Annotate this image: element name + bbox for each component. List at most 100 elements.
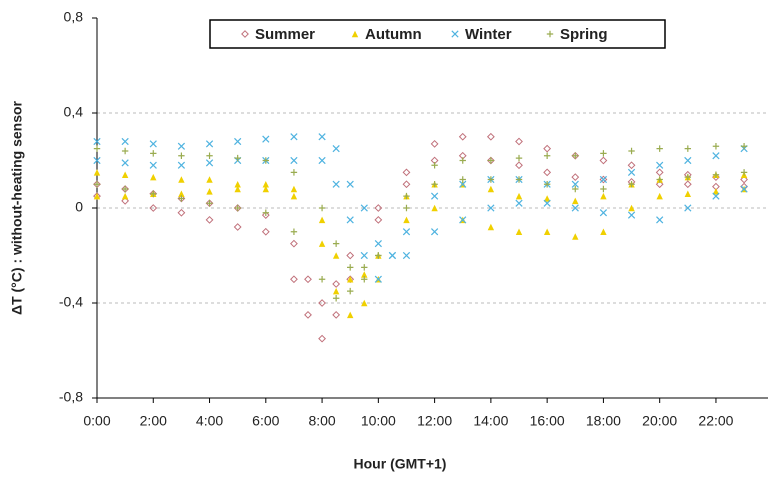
- legend-label: Autumn: [365, 26, 422, 43]
- point: [388, 251, 397, 260]
- point: [515, 161, 523, 170]
- point: [262, 157, 270, 164]
- point: [515, 199, 523, 207]
- x-tick-label: 14:00: [473, 413, 508, 429]
- point: [430, 192, 439, 200]
- point: [431, 204, 438, 212]
- point: [121, 147, 129, 155]
- point: [656, 192, 663, 200]
- point: [318, 276, 326, 283]
- point: [543, 181, 551, 188]
- x-tick-label: 16:00: [530, 413, 565, 429]
- point: [121, 192, 129, 200]
- point: [332, 252, 340, 259]
- point: [93, 145, 101, 152]
- point: [403, 192, 410, 200]
- x-tick-label: 22:00: [698, 413, 733, 429]
- point: [374, 275, 382, 283]
- point: [656, 216, 664, 224]
- point: [150, 150, 157, 157]
- point: [304, 275, 312, 284]
- point: [121, 159, 129, 167]
- legend-label: Winter: [465, 26, 512, 43]
- point: [361, 264, 368, 271]
- point: [206, 188, 213, 195]
- point: [206, 152, 213, 159]
- y-tick-label: -0,4: [59, 294, 83, 310]
- x-tick-label: 18:00: [586, 413, 621, 429]
- point: [684, 156, 692, 165]
- point: [290, 228, 298, 235]
- x-tick-label: 6:00: [252, 413, 279, 429]
- point: [347, 276, 354, 283]
- point: [178, 152, 185, 159]
- point: [403, 204, 410, 212]
- point: [290, 275, 298, 284]
- point: [543, 195, 551, 202]
- point: [515, 154, 523, 162]
- point: [487, 204, 495, 212]
- y-axis-title: ΔT (°C) : without-heating sensor: [9, 100, 25, 315]
- point: [572, 233, 579, 240]
- point: [543, 144, 552, 153]
- point: [234, 185, 241, 193]
- point: [375, 252, 382, 259]
- point: [93, 169, 101, 176]
- point: [459, 180, 467, 188]
- point: [571, 204, 579, 212]
- legend-label: Summer: [255, 26, 315, 43]
- x-tick-label: 10:00: [361, 413, 396, 429]
- point: [402, 168, 411, 177]
- point: [304, 310, 312, 319]
- point: [361, 276, 368, 283]
- point: [600, 192, 607, 200]
- legend-box: [209, 19, 666, 49]
- point: [318, 240, 326, 247]
- point: [290, 133, 298, 141]
- x-tick-label: 12:00: [417, 413, 452, 429]
- point: [262, 185, 270, 193]
- point: [206, 176, 213, 183]
- point: [515, 176, 523, 183]
- x-tick-label: 2:00: [140, 413, 167, 429]
- point: [684, 145, 692, 152]
- x-tick-label: 8:00: [308, 413, 335, 429]
- point: [332, 310, 341, 319]
- point: [627, 161, 636, 170]
- point: [459, 216, 467, 224]
- point: [628, 181, 635, 188]
- point: [332, 240, 340, 247]
- point: [684, 204, 692, 212]
- point: [374, 240, 382, 248]
- point: [431, 181, 438, 188]
- point: [177, 161, 186, 169]
- y-tick-label: 0,4: [64, 104, 84, 120]
- point: [627, 168, 636, 176]
- point: [655, 168, 664, 177]
- point: [712, 171, 720, 178]
- point: [234, 204, 241, 212]
- point: [121, 196, 130, 205]
- point: [206, 200, 213, 207]
- x-tick-label: 0:00: [83, 413, 110, 429]
- legend-marker: [451, 30, 459, 38]
- point: [178, 176, 185, 183]
- point: [627, 211, 636, 219]
- point: [290, 169, 298, 176]
- point: [571, 173, 580, 182]
- point: [93, 181, 101, 188]
- point: [177, 142, 186, 150]
- point: [515, 228, 523, 235]
- point: [599, 175, 608, 184]
- point: [515, 192, 523, 200]
- point: [150, 173, 157, 181]
- point: [290, 156, 298, 165]
- point: [149, 204, 158, 212]
- y-tick-label: 0,8: [64, 9, 84, 25]
- point: [332, 280, 341, 288]
- legend-marker: [351, 30, 359, 38]
- point: [712, 152, 720, 160]
- point: [233, 223, 242, 231]
- point: [318, 204, 326, 212]
